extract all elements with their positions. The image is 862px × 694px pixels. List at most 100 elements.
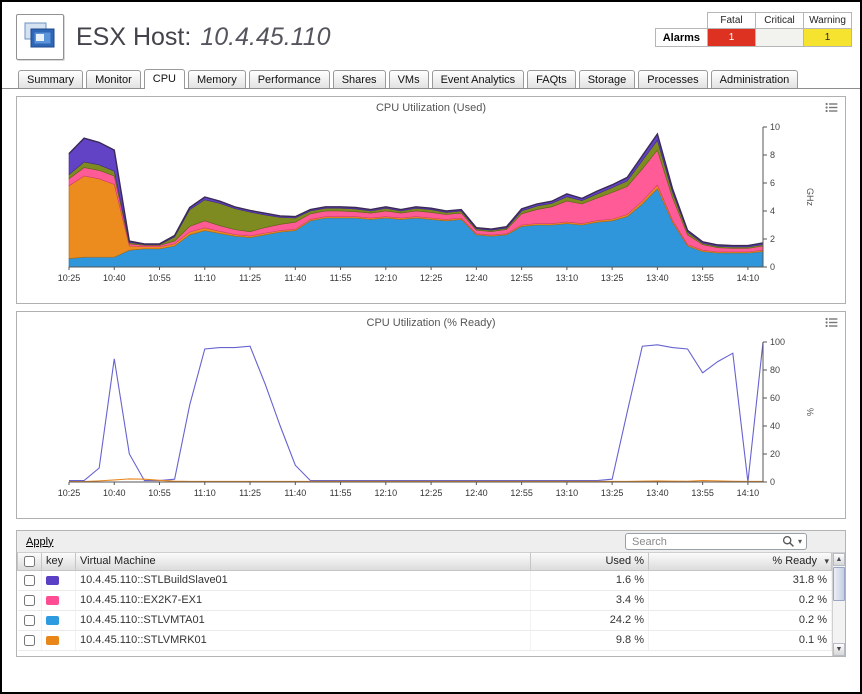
svg-text:13:40: 13:40	[646, 273, 669, 283]
tab-memory[interactable]: Memory	[187, 70, 246, 88]
svg-text:11:40: 11:40	[284, 488, 306, 498]
svg-text:80: 80	[770, 365, 780, 375]
tab-cpu[interactable]: CPU	[143, 69, 185, 89]
search-box: ▾	[625, 533, 807, 550]
svg-text:10:40: 10:40	[103, 488, 126, 498]
tab-vms[interactable]: VMs	[388, 70, 429, 88]
column-header-vm: Virtual Machine	[80, 555, 156, 568]
vm-table-body: 10.4.45.110::STLBuildSlave01 1.6 % 31.8 % 1…	[17, 570, 832, 651]
alarms-col-warning: Warning	[803, 12, 852, 29]
tab-storage[interactable]: Storage	[578, 70, 636, 88]
scroll-up-button[interactable]: ▲	[833, 553, 845, 566]
svg-text:13:55: 13:55	[691, 488, 714, 498]
svg-text:2: 2	[770, 234, 775, 244]
tab-administration[interactable]: Administration	[710, 70, 799, 88]
table-toolbar: Apply ▾	[17, 531, 845, 553]
tab-summary[interactable]: Summary	[18, 70, 84, 88]
scroll-down-button[interactable]: ▼	[833, 643, 845, 656]
row-checkbox[interactable]	[23, 614, 35, 626]
alarm-fatal-cell[interactable]: 1	[707, 28, 756, 47]
table-row[interactable]: 10.4.45.110::STLVMTA01 24.2 % 0.2 %	[17, 610, 832, 631]
title-prefix: ESX Host:	[76, 22, 192, 51]
cpu-ready-chart-title: CPU Utilization (% Ready)	[366, 317, 496, 329]
tab-monitor[interactable]: Monitor	[86, 70, 141, 88]
cpu-used-chart-panel: CPU Utilization (Used) 0 2 4 6 8 10 GHz 10:25 10…	[16, 96, 846, 304]
screens-icon	[24, 22, 55, 48]
vm-table-panel: Apply ▾ key Virtual Machine	[16, 530, 846, 657]
svg-text:100: 100	[770, 337, 785, 347]
svg-text:12:40: 12:40	[465, 488, 488, 498]
sort-dropdown-icon[interactable]: ▾	[824, 556, 829, 566]
vm-name: 10.4.45.110::STLBuildSlave01	[75, 570, 531, 591]
used-percent: 24.2 %	[530, 610, 649, 631]
scroll-thumb[interactable]	[833, 567, 845, 601]
table-row[interactable]: 10.4.45.110::EX2K7-EX1 3.4 % 0.2 %	[17, 590, 832, 611]
svg-text:11:25: 11:25	[239, 488, 261, 498]
tab-faqts[interactable]: FAQts	[527, 70, 576, 88]
vm-name: 10.4.45.110::STLVMTA01	[75, 610, 531, 631]
tab-event-analytics[interactable]: Event Analytics	[431, 70, 525, 88]
key-swatch	[46, 635, 59, 645]
tab-shares[interactable]: Shares	[332, 70, 386, 88]
table-row[interactable]: 10.4.45.110::STLVMRK01 9.8 % 0.1 %	[17, 630, 832, 651]
svg-text:10:25: 10:25	[58, 488, 81, 498]
svg-text:12:10: 12:10	[375, 273, 398, 283]
table-header-row: key Virtual Machine Used % % Ready ▾	[17, 553, 832, 571]
row-checkbox[interactable]	[23, 574, 35, 586]
tab-performance[interactable]: Performance	[248, 70, 330, 88]
ready-percent: 0.1 %	[648, 630, 832, 651]
table-row[interactable]: 10.4.45.110::STLBuildSlave01 1.6 % 31.8 %	[17, 570, 832, 591]
column-header-used: Used %	[605, 555, 644, 568]
ready-percent: 0.2 %	[648, 610, 832, 631]
select-all-checkbox[interactable]	[24, 555, 35, 567]
svg-text:%: %	[805, 408, 815, 416]
svg-text:40: 40	[770, 421, 780, 431]
svg-text:10:40: 10:40	[103, 273, 126, 283]
svg-text:11:25: 11:25	[239, 273, 261, 283]
chart-actions-icon[interactable]	[825, 317, 838, 328]
alarms-col-critical: Critical	[755, 12, 804, 29]
svg-text:0: 0	[770, 262, 775, 272]
svg-text:0: 0	[770, 477, 775, 487]
vm-table: key Virtual Machine Used % % Ready ▾ 10.…	[17, 553, 832, 651]
svg-text:10:55: 10:55	[148, 488, 171, 498]
alarms-summary: Fatal Critical Warning Alarms 1 1	[654, 12, 852, 47]
key-swatch	[46, 595, 59, 605]
cpu-ready-chart-panel: CPU Utilization (% Ready) 0 20 40 60 80 100% 1…	[16, 311, 846, 519]
svg-text:13:25: 13:25	[601, 488, 624, 498]
alarms-label: Alarms	[654, 28, 709, 47]
cpu-used-chart: 0 2 4 6 8 10 GHz 10:25 10:40 10:55 11:10 11:25 11:40…	[58, 122, 815, 283]
svg-text:10:25: 10:25	[58, 273, 81, 283]
alarms-corner	[655, 13, 707, 29]
tab-processes[interactable]: Processes	[638, 70, 708, 88]
svg-text:11:55: 11:55	[330, 488, 352, 498]
svg-text:10: 10	[770, 122, 780, 132]
svg-text:12:25: 12:25	[420, 273, 443, 283]
search-input[interactable]	[630, 534, 782, 549]
used-percent: 3.4 %	[530, 590, 649, 611]
tab-bar: Summary Monitor CPU Memory Performance Shares…	[2, 66, 860, 89]
svg-text:11:40: 11:40	[284, 273, 306, 283]
alarms-col-fatal: Fatal	[707, 12, 756, 29]
used-percent: 9.8 %	[530, 630, 649, 651]
svg-text:10:55: 10:55	[148, 273, 171, 283]
row-checkbox[interactable]	[23, 594, 35, 606]
svg-text:13:55: 13:55	[691, 273, 714, 283]
alarm-critical-cell[interactable]	[755, 28, 804, 47]
svg-text:11:10: 11:10	[194, 273, 216, 283]
header: ESX Host: 10.4.45.110 Fatal Critical Warn…	[2, 2, 860, 64]
svg-text:14:10: 14:10	[737, 273, 760, 283]
search-options-dropdown-icon[interactable]: ▾	[797, 537, 802, 546]
page-title: ESX Host: 10.4.45.110	[76, 23, 331, 52]
row-checkbox[interactable]	[23, 634, 35, 646]
svg-text:11:10: 11:10	[194, 488, 216, 498]
alarm-warning-cell[interactable]: 1	[803, 28, 852, 47]
apply-button[interactable]: Apply	[26, 535, 54, 548]
search-icon[interactable]	[782, 535, 795, 548]
chart-actions-icon[interactable]	[825, 102, 838, 113]
vm-name: 10.4.45.110::EX2K7-EX1	[75, 590, 531, 611]
svg-text:60: 60	[770, 393, 780, 403]
column-header-key: key	[46, 555, 64, 568]
table-scrollbar[interactable]: ▲ ▼	[832, 553, 845, 656]
